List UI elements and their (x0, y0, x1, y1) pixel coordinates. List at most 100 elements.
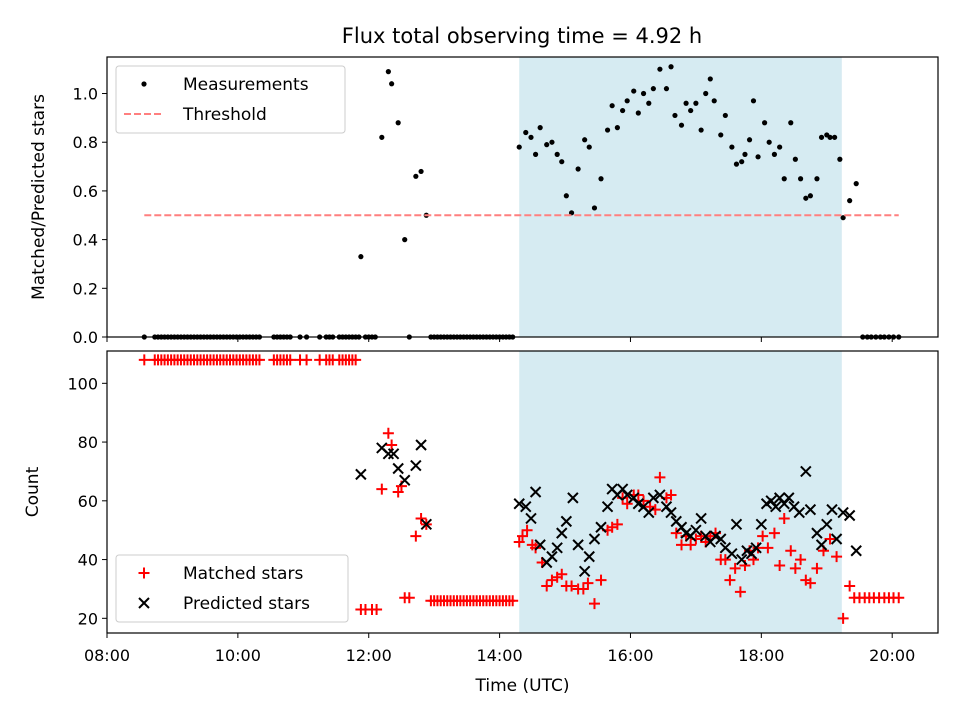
measurement-point (385, 69, 391, 75)
predicted-star-point (730, 518, 743, 531)
predicted-star-point (572, 539, 584, 551)
measurement-point (733, 161, 740, 167)
legend-marker-matched (138, 567, 150, 579)
measurement-point (586, 144, 592, 150)
legend-label: Threshold (182, 105, 267, 125)
measurement-point (762, 120, 768, 126)
measurement-point (663, 86, 670, 92)
measurement-point (402, 237, 408, 243)
y-tick-label: 1.0 (73, 85, 98, 104)
matched-star-point (138, 354, 150, 366)
measurement-point (609, 103, 615, 109)
chart-title: Flux total observing time = 4.92 h (342, 24, 702, 48)
x-tick-label: 14:00 (477, 646, 523, 665)
measurement-point (803, 195, 809, 201)
predicted-star-point (826, 503, 838, 516)
matched-star-point (729, 562, 741, 574)
predicted-star-point (595, 521, 607, 533)
measurement-point (537, 125, 543, 131)
matched-star-point (556, 568, 568, 580)
x-tick-label: 08:00 (84, 646, 130, 665)
measurement-point (544, 142, 550, 148)
top-panel: 0.0 0.2 0.4 0.6 0.8 1.0 Matched/Predicted star… (29, 56, 939, 347)
x-tick-label: 16:00 (607, 646, 653, 665)
measurement-point (777, 144, 783, 150)
measurement-point (568, 210, 575, 216)
measurement-point (528, 134, 534, 140)
matched-star-point (685, 539, 697, 551)
predicted-star-point (632, 498, 645, 510)
measurement-point (549, 139, 555, 145)
matched-star-point (582, 577, 594, 589)
predicted-star-point (513, 498, 525, 510)
y-tick-label: 40 (78, 551, 98, 570)
measurement-point (722, 112, 728, 119)
measurement-point (683, 100, 689, 106)
measurement-point (771, 151, 778, 157)
predicted-star-point (783, 492, 795, 504)
measurement-point (847, 198, 853, 204)
predicted-star-point (601, 500, 614, 513)
legend-label: Matched stars (183, 564, 303, 584)
predicted-star-point (578, 565, 591, 578)
predicted-star-point (850, 545, 862, 557)
predicted-star-point (415, 439, 427, 451)
matched-star-point (804, 577, 816, 589)
measurement-point (739, 159, 745, 165)
y-tick-label: 0.6 (73, 182, 98, 201)
observing-window-shade (519, 57, 842, 337)
measurement-point (640, 90, 647, 97)
measurement-point (818, 134, 825, 140)
x-tick-label: 18:00 (738, 646, 784, 665)
matched-star-point (382, 427, 394, 439)
measurement-point (358, 254, 364, 260)
y-tick-label: 0.0 (73, 328, 98, 347)
matched-star-point (824, 533, 836, 545)
matched-star-point (621, 498, 633, 510)
measurement-point (750, 98, 757, 104)
measurement-point (693, 100, 699, 106)
predicted-star-point (837, 506, 849, 519)
measurement-point (698, 127, 704, 133)
matched-star-point (837, 612, 849, 624)
predicted-star-point (621, 489, 633, 501)
matched-star-point (371, 604, 383, 615)
matched-star-point (541, 580, 553, 592)
predicted-star-point (392, 462, 404, 475)
predicted-star-point (821, 518, 833, 531)
predicted-star-point (793, 506, 805, 519)
y-axis-label: Matched/Predicted stars (29, 94, 49, 300)
measurement-point (624, 98, 630, 104)
predicted-star-point (588, 533, 601, 545)
measurement-point (781, 176, 787, 182)
measurement-point (620, 107, 626, 114)
predicted-star-point (420, 518, 433, 531)
y-tick-label: 0.4 (73, 231, 98, 250)
measurement-point (703, 90, 709, 97)
plot-frame (106, 350, 939, 634)
predicted-star-point (715, 533, 727, 545)
measurement-point (840, 215, 846, 221)
legend: Measurements Threshold (115, 65, 346, 134)
matched-star-point (386, 439, 398, 451)
matched-star-point (611, 518, 623, 530)
measurement-point (814, 176, 820, 182)
legend-marker-measurements (141, 81, 147, 87)
matched-star-point (734, 586, 746, 598)
measurement-point (591, 205, 598, 211)
measurement-point (746, 137, 753, 143)
y-axis-label: Count (23, 466, 43, 517)
matched-star-point (513, 536, 525, 548)
predicted-star-point (654, 489, 666, 501)
measurement-point (413, 173, 419, 179)
x-tick-label: 20:00 (869, 646, 915, 665)
y-tick-label: 0.2 (73, 279, 98, 298)
measurement-point (672, 112, 678, 119)
legend-marker-predicted (138, 597, 150, 609)
legend: Matched stars Predicted stars (115, 554, 349, 623)
predicted-star-point (410, 459, 422, 472)
predicted-star-point (815, 539, 828, 551)
measurement-point (678, 122, 685, 128)
matched-star-point (588, 598, 600, 610)
measurement-point (614, 125, 620, 131)
